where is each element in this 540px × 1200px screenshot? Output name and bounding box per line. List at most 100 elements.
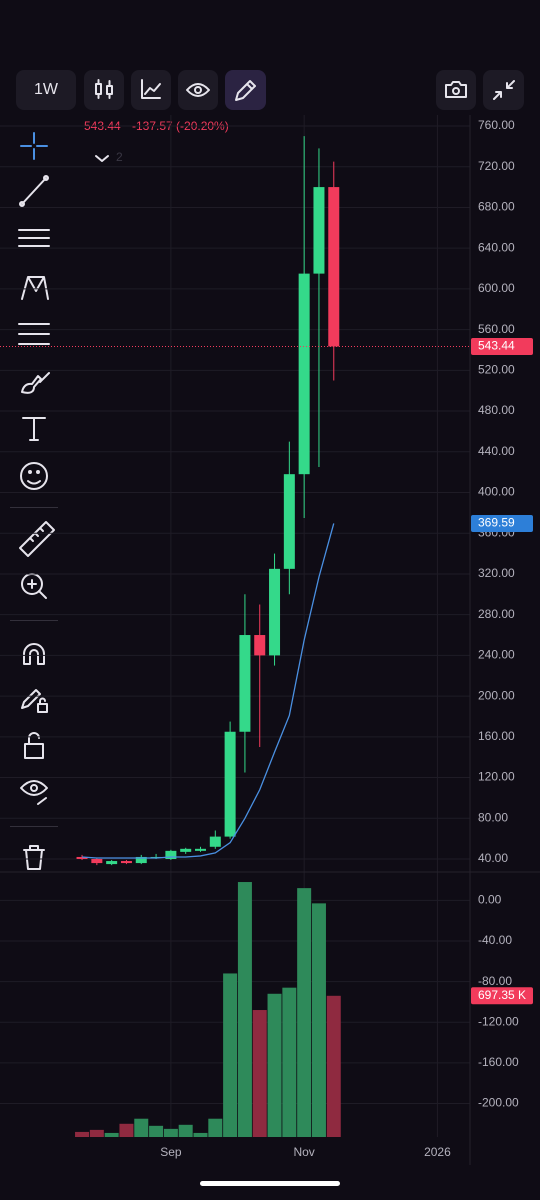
y-tick-label: 200.00 xyxy=(478,688,515,702)
y-tick-label: 160.00 xyxy=(478,729,515,743)
y-tick-label: 480.00 xyxy=(478,403,515,417)
volume-bar xyxy=(326,995,341,1137)
candle-body xyxy=(180,848,192,852)
ruler-tool[interactable] xyxy=(19,521,55,557)
volume-bar xyxy=(237,882,252,1137)
y-tick-label: 320.00 xyxy=(478,566,515,580)
price-badge xyxy=(471,337,533,355)
visibility-button[interactable] xyxy=(178,70,218,110)
y-tick-label: 440.00 xyxy=(478,444,515,458)
y-tick-label: 240.00 xyxy=(478,648,515,662)
candle-body xyxy=(254,635,266,656)
interval-label: 1W xyxy=(34,81,59,98)
volume-bar xyxy=(282,987,297,1137)
y-tick-label: 400.00 xyxy=(478,485,515,499)
magnet-tool[interactable] xyxy=(23,643,45,665)
emoji-tool[interactable] xyxy=(20,462,48,490)
volume-bar xyxy=(267,993,282,1137)
horizontal-lines-tool[interactable] xyxy=(18,229,50,247)
candle-body xyxy=(209,836,221,847)
legend-toggle[interactable] xyxy=(95,155,109,162)
y-tick-label: 680.00 xyxy=(478,200,515,214)
y-tick-label: 640.00 xyxy=(478,240,515,254)
volume-bar xyxy=(149,1125,164,1137)
delete-tool[interactable] xyxy=(23,845,45,870)
candle-body xyxy=(328,187,340,347)
volume-bar xyxy=(119,1123,134,1137)
price-badge-label: 543.44 xyxy=(478,339,515,353)
candle-body xyxy=(194,848,206,851)
candle-body xyxy=(106,861,118,865)
y-tick-label: 520.00 xyxy=(478,363,515,377)
top-toolbar: 1W xyxy=(16,70,524,110)
zoom-tool[interactable] xyxy=(21,573,47,599)
candle-body xyxy=(76,856,88,859)
y-tick-label: 80.00 xyxy=(478,810,508,824)
trend-line-tool[interactable] xyxy=(19,175,49,207)
candle-body xyxy=(313,187,325,274)
unlock-tool[interactable] xyxy=(24,732,44,759)
collapse-button[interactable] xyxy=(483,70,524,110)
volume-bar xyxy=(193,1132,208,1137)
volume-bar xyxy=(252,1010,267,1137)
volume-bar xyxy=(223,973,238,1137)
y-tick-label: -40.00 xyxy=(478,933,512,947)
volume-bar xyxy=(134,1118,149,1137)
hide-tool[interactable] xyxy=(20,780,48,805)
pattern-tool[interactable] xyxy=(21,276,49,300)
y-tick-label: 280.00 xyxy=(478,607,515,621)
price-badge xyxy=(471,514,533,532)
y-tick-label: -160.00 xyxy=(478,1055,519,1069)
text-tool[interactable] xyxy=(22,417,46,441)
candle-body xyxy=(283,474,295,569)
volume-bar xyxy=(297,888,312,1137)
separator xyxy=(10,826,58,827)
separator xyxy=(10,620,58,621)
candle-body xyxy=(165,850,177,859)
camera-icon xyxy=(445,81,467,98)
volume-bar xyxy=(178,1124,193,1137)
candle-body xyxy=(239,635,251,732)
interval-button[interactable] xyxy=(16,70,76,110)
candle-body xyxy=(91,859,103,864)
x-tick-label: Nov xyxy=(293,1145,314,1159)
chart-type-button[interactable] xyxy=(84,70,124,110)
volume-bar xyxy=(311,903,326,1137)
candles-icon xyxy=(95,79,113,99)
y-tick-label: 0.00 xyxy=(478,892,502,906)
x-tick-label: 2026 xyxy=(424,1145,451,1159)
candle-body xyxy=(298,273,310,475)
volume-bar xyxy=(75,1131,90,1137)
separator xyxy=(10,507,58,508)
price-badge-label: 697.35 K xyxy=(478,988,526,1002)
indicators-icon xyxy=(141,79,161,99)
volume-bar xyxy=(104,1132,119,1137)
x-tick-label: Sep xyxy=(160,1145,182,1159)
eye-icon xyxy=(186,83,210,97)
lock-drawings-tool[interactable] xyxy=(21,689,48,713)
brush-tool[interactable] xyxy=(21,372,50,394)
y-tick-label: 40.00 xyxy=(478,851,508,865)
pencil-icon xyxy=(235,80,256,101)
fib-tool[interactable] xyxy=(18,323,50,345)
crosshair-tool[interactable] xyxy=(20,132,48,160)
y-tick-label: -120.00 xyxy=(478,1014,519,1028)
candle-body xyxy=(224,731,236,837)
home-indicator xyxy=(200,1181,340,1186)
plot-area: 760.00 720.00 680.00 640.00 600.00 560.00 520.… xyxy=(0,115,540,1165)
price-badge xyxy=(471,987,533,1005)
candle-body xyxy=(269,568,281,656)
price-badge-label: 369.59 xyxy=(478,516,515,530)
snapshot-button[interactable] xyxy=(436,70,476,110)
y-tick-label: -200.00 xyxy=(478,1096,519,1110)
left-toolbar xyxy=(10,132,58,870)
drawing-button[interactable] xyxy=(225,70,266,110)
volume-bar xyxy=(208,1118,223,1137)
candle-body xyxy=(120,861,132,864)
y-tick-label: 720.00 xyxy=(478,159,515,173)
volume-bar xyxy=(163,1128,178,1137)
candle-body xyxy=(135,856,147,864)
volume-bar xyxy=(89,1129,104,1137)
